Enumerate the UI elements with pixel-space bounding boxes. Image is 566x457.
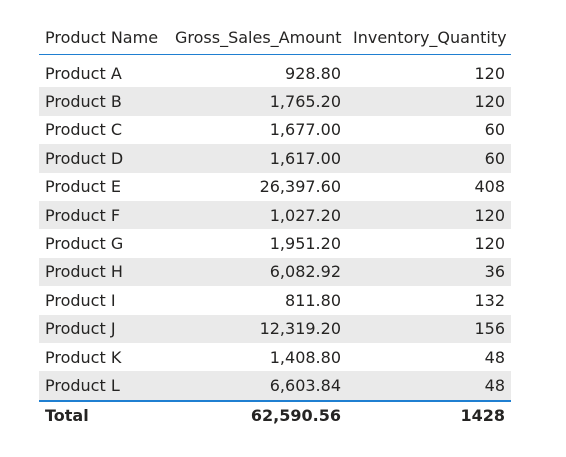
table-row[interactable]: Product B 1,765.20 120	[39, 87, 511, 116]
gross-sales-cell: 12,319.20	[169, 314, 347, 343]
inventory-cell: 60	[347, 144, 511, 173]
table-row[interactable]: Product H 6,082.92 36	[39, 257, 511, 287]
inventory-cell: 36	[347, 257, 511, 287]
table-header: Product Name Gross_Sales_Amount Inventor…	[39, 20, 511, 59]
gross-sales-cell: 928.80	[285, 63, 341, 83]
product-name-cell: Product B	[39, 87, 169, 116]
total-row: Total 62,590.56 1428	[39, 399, 511, 430]
table-row[interactable]: Product C 1,677.00 60	[39, 116, 511, 144]
table-body: Product A 928.80 120 Product B 1,765.20 120 Pr…	[39, 59, 511, 401]
inventory-cell: 120	[347, 87, 511, 116]
product-name-cell: Product F	[39, 200, 169, 230]
inventory-cell: 120	[474, 63, 505, 83]
product-name-cell: Product E	[45, 177, 121, 197]
table-row[interactable]: Product F 1,027.20 120	[39, 200, 511, 230]
inventory-cell: 48	[347, 371, 511, 401]
table-footer: Total 62,590.56 1428	[39, 399, 511, 430]
table-row[interactable]: Product G 1,951.20 120	[39, 229, 511, 257]
product-name-cell: Product C	[45, 120, 123, 140]
product-name-cell: Product A	[45, 63, 122, 83]
inventory-cell: 60	[484, 120, 505, 140]
header-row: Product Name Gross_Sales_Amount Inventor…	[39, 20, 511, 55]
product-name-cell: Product L	[39, 371, 169, 401]
gross-sales-cell: 1,765.20	[169, 87, 347, 116]
table-row[interactable]: Product E 26,397.60 408	[39, 173, 511, 201]
inventory-cell: 120	[474, 234, 505, 254]
table-visual: Product Name Gross_Sales_Amount Inventor…	[39, 20, 511, 430]
table-row[interactable]: Product L 6,603.84 48	[39, 371, 511, 401]
inventory-cell: 48	[484, 347, 505, 367]
gross-sales-cell: 1,408.80	[269, 347, 341, 367]
inventory-cell: 156	[347, 314, 511, 343]
gross-sales-cell: 811.80	[285, 290, 341, 310]
product-name-cell: Product G	[45, 234, 124, 254]
gross-sales-cell: 26,397.60	[259, 177, 341, 197]
table-row[interactable]: Product A 928.80 120	[39, 59, 511, 87]
gross-sales-cell: 6,082.92	[169, 257, 347, 287]
product-name-cell: Product J	[39, 314, 169, 343]
inventory-cell: 120	[347, 200, 511, 230]
product-name-cell: Product D	[39, 144, 169, 173]
column-header-inventory-quantity[interactable]: Inventory_Quantity	[347, 20, 511, 55]
gross-sales-cell: 1,027.20	[169, 200, 347, 230]
table-row[interactable]: Product I 811.80 132	[39, 286, 511, 314]
product-name-cell: Product K	[45, 347, 122, 367]
column-header-product-name[interactable]: Product Name	[39, 20, 169, 55]
table-row[interactable]: Product K 1,408.80 48	[39, 343, 511, 371]
column-header-gross-sales-amount[interactable]: Gross_Sales_Amount	[169, 20, 347, 55]
gross-sales-cell: 1,677.00	[269, 120, 341, 140]
table-row[interactable]: Product D 1,617.00 60	[39, 144, 511, 173]
data-table: Product Name Gross_Sales_Amount Inventor…	[39, 20, 511, 430]
gross-sales-cell: 1,951.20	[269, 234, 341, 254]
total-inventory: 1428	[347, 399, 511, 430]
inventory-cell: 408	[474, 177, 505, 197]
gross-sales-cell: 1,617.00	[169, 144, 347, 173]
table-row[interactable]: Product J 12,319.20 156	[39, 314, 511, 343]
total-label: Total	[39, 399, 169, 430]
gross-sales-cell: 6,603.84	[169, 371, 347, 401]
inventory-cell: 132	[474, 290, 505, 310]
product-name-cell: Product H	[39, 257, 169, 287]
product-name-cell: Product I	[45, 290, 116, 310]
total-gross-sales: 62,590.56	[169, 399, 347, 430]
